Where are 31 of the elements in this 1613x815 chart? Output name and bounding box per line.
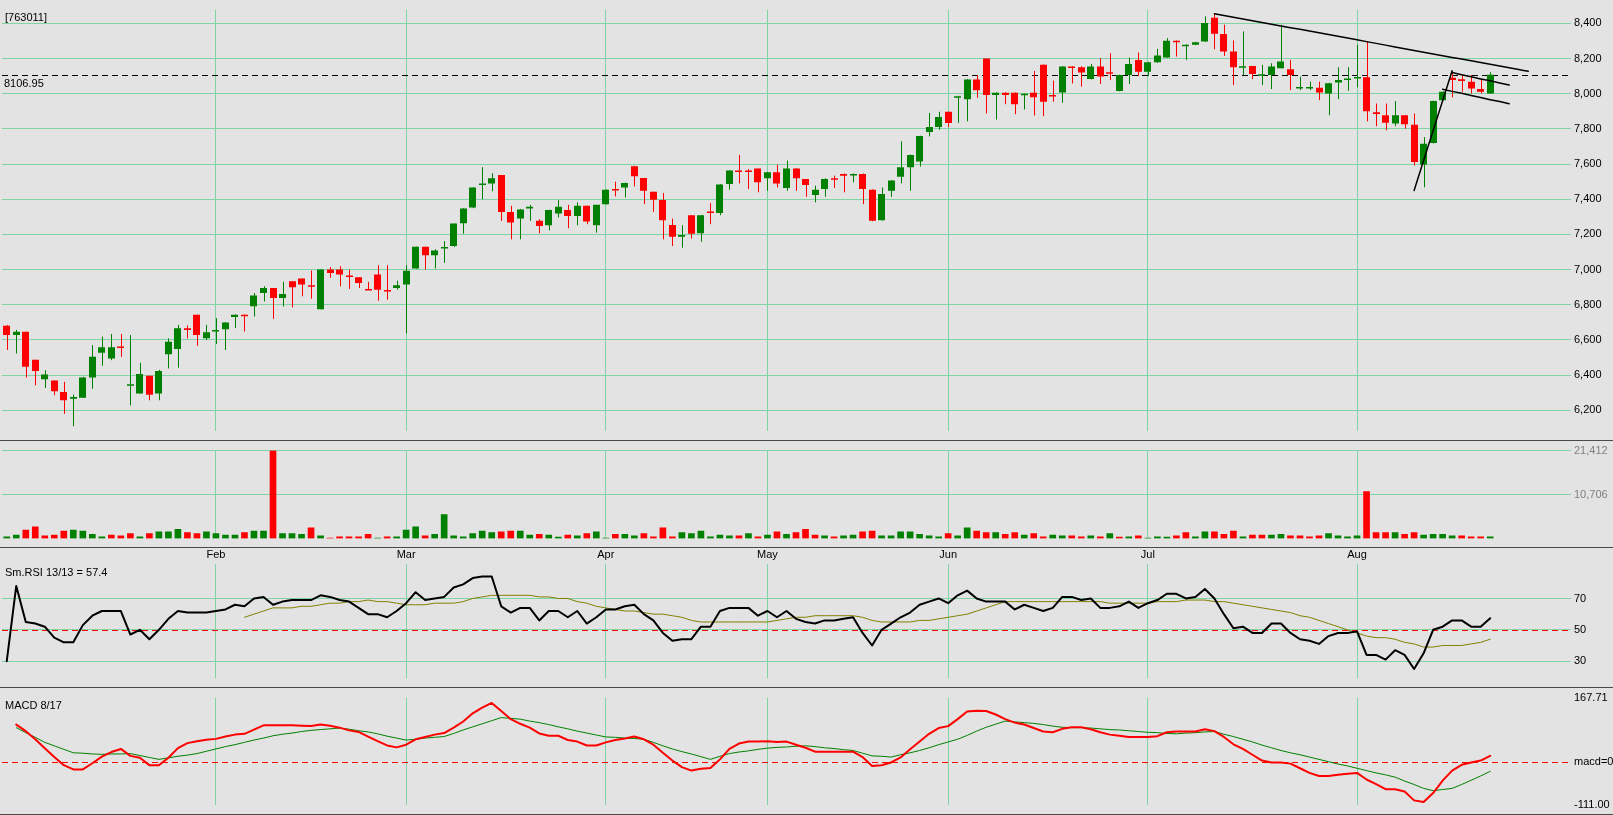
- y-tick-label: 6,400: [1574, 368, 1602, 381]
- y-tick-label: macd=0: [1574, 755, 1613, 768]
- y-tick-label: 10,706: [1574, 487, 1608, 500]
- y-tick-label: 8,400: [1574, 16, 1602, 29]
- y-tick-label: 30: [1574, 654, 1587, 667]
- y-tick-label: 7,000: [1574, 262, 1602, 275]
- y-tick-label: 50: [1574, 622, 1587, 635]
- y-tick-label: 7,800: [1574, 121, 1602, 134]
- y-tick-label: 6,200: [1574, 403, 1602, 416]
- y-tick-label: 6,800: [1574, 297, 1602, 310]
- chart-title: [763011]: [5, 11, 48, 24]
- x-tick-label: Aug: [1347, 548, 1367, 561]
- y-tick-label: 167.71: [1574, 690, 1608, 703]
- y-tick-label: -111.00: [1574, 798, 1610, 811]
- x-tick-label: May: [757, 548, 779, 561]
- x-tick-label: Jul: [1140, 548, 1155, 561]
- y-tick-label: 8,000: [1574, 86, 1602, 99]
- y-tick-label: 6,600: [1574, 332, 1602, 345]
- chart-title: MACD 8/17: [5, 699, 62, 712]
- x-tick-label: Jun: [939, 548, 958, 561]
- x-tick-label: Feb: [206, 548, 226, 561]
- y-tick-label: 7,400: [1574, 192, 1602, 205]
- y-tick-label: 8,200: [1574, 51, 1602, 64]
- y-tick-label: 21,412: [1574, 443, 1608, 456]
- chart-title: Sm.RSI 13/13 = 57.4: [5, 565, 108, 578]
- ref-line-label: 8106.95: [4, 77, 44, 90]
- y-tick-label: 7,600: [1574, 157, 1602, 170]
- x-tick-label: Mar: [396, 548, 416, 561]
- x-tick-label: Apr: [597, 548, 615, 561]
- y-tick-label: 70: [1574, 591, 1587, 604]
- y-tick-label: 7,200: [1574, 227, 1602, 240]
